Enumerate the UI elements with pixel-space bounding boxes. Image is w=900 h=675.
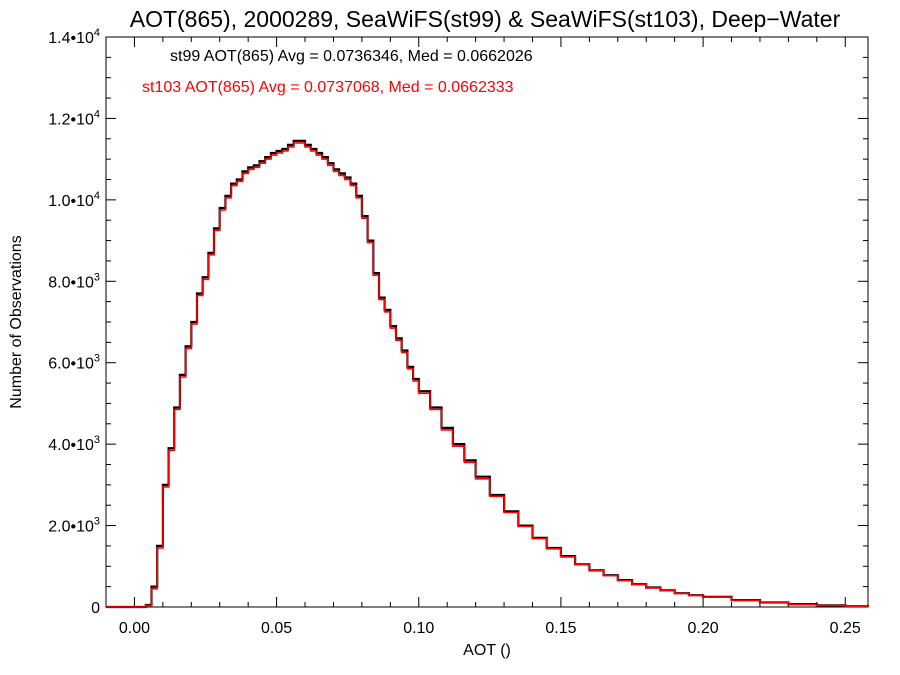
x-tick-label: 0.05	[261, 620, 292, 637]
y-tick-label: 1.4•104	[48, 27, 100, 47]
y-tick-label: 6.0•103	[48, 353, 100, 373]
plot-border	[105, 36, 869, 608]
x-tick-label: 0.00	[119, 620, 150, 637]
x-tick-label: 0.15	[545, 620, 576, 637]
y-axis-ticks: 0 2.0•103 4.0•103 6.0•103 8.0•103 1.0•104 1.2•…	[48, 27, 868, 617]
x-tick-label: 0.20	[688, 620, 719, 637]
y-tick-label: 8.0•103	[48, 271, 100, 291]
plot-frame	[105, 36, 869, 608]
y-tick-label: 0	[91, 600, 100, 617]
y-tick-label: 1.2•104	[48, 108, 100, 128]
x-axis-ticks: 0.00 0.05 0.10 0.15 0.20 0.25	[105, 37, 861, 637]
x-tick-label: 0.25	[830, 620, 861, 637]
y-axis-label: Number of Observations	[8, 235, 25, 408]
x-axis-label: AOT ()	[463, 642, 511, 659]
y-tick-label: 1.0•104	[48, 190, 100, 210]
x-tick-label: 0.10	[403, 620, 434, 637]
y-tick-label: 4.0•103	[48, 434, 100, 454]
chart-title: AOT(865), 2000289, SeaWiFS(st99) & SeaWi…	[130, 6, 841, 32]
annotation-st103: st103 AOT(865) Avg = 0.0737068, Med = 0.…	[142, 79, 514, 96]
series-line-st103	[106, 142, 869, 608]
y-tick-label: 2.0•103	[48, 516, 100, 536]
annotation-st99: st99 AOT(865) Avg = 0.0736346, Med = 0.0…	[170, 48, 533, 65]
histogram-series	[106, 139, 870, 609]
